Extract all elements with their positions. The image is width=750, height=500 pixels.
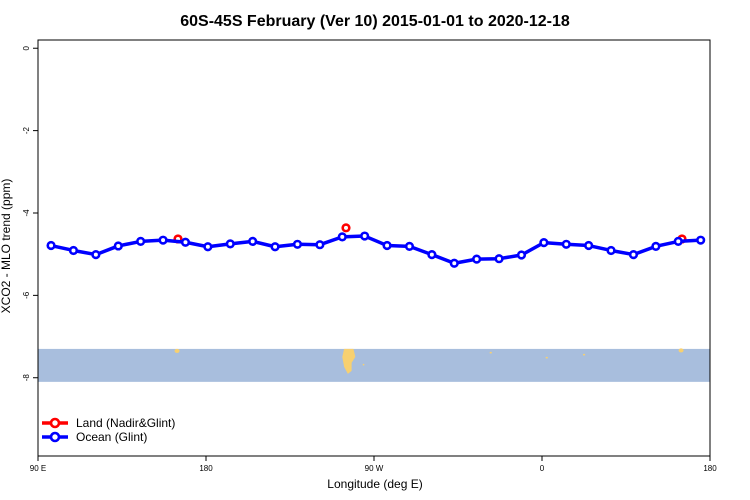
y-tick-label: -6 bbox=[22, 291, 31, 299]
ocean-point bbox=[673, 236, 683, 247]
x-tick-label: 180 bbox=[703, 464, 717, 473]
map-ocean-band bbox=[38, 348, 710, 382]
legend-marker bbox=[49, 417, 61, 429]
new-zealand-land bbox=[678, 348, 684, 353]
ocean-point bbox=[270, 242, 280, 252]
ocean-point bbox=[696, 235, 706, 245]
land-point bbox=[341, 223, 351, 233]
ocean-point bbox=[382, 240, 392, 251]
ocean-point bbox=[584, 240, 594, 251]
ocean-point bbox=[158, 235, 168, 245]
ocean-point bbox=[68, 245, 79, 256]
x-tick-label: 0 bbox=[540, 464, 545, 473]
new-zealand-land bbox=[174, 348, 180, 353]
x-tick-label: 90 W bbox=[365, 464, 384, 473]
ocean-point bbox=[315, 240, 325, 250]
ocean-point bbox=[606, 245, 616, 256]
legend-label: Land (Nadir&Glint) bbox=[76, 416, 175, 430]
y-tick-label: -2 bbox=[22, 127, 31, 135]
y-tick-label: -4 bbox=[22, 209, 31, 217]
ocean-point bbox=[494, 254, 504, 264]
ocean-point bbox=[292, 239, 303, 249]
legend: Land (Nadir&Glint)Ocean (Glint) bbox=[42, 416, 175, 444]
ocean-line bbox=[50, 234, 701, 265]
ocean-point bbox=[248, 236, 258, 247]
ocean-point bbox=[561, 239, 571, 249]
ocean-point bbox=[113, 241, 123, 251]
y-axis-label: XCO2 - MLO trend (ppm) bbox=[0, 179, 13, 314]
island-land bbox=[583, 353, 586, 356]
y-tick-label: -8 bbox=[22, 374, 31, 382]
ocean-point bbox=[337, 232, 347, 242]
ocean-point bbox=[472, 254, 482, 264]
legend-label: Ocean (Glint) bbox=[76, 430, 147, 444]
x-axis-label: Longitude (deg E) bbox=[327, 477, 422, 491]
island-land bbox=[489, 351, 492, 354]
ocean-point bbox=[360, 231, 370, 241]
ocean-point bbox=[46, 240, 56, 251]
ocean-point bbox=[203, 242, 213, 252]
ocean-point bbox=[628, 249, 639, 260]
series-1 bbox=[46, 231, 706, 268]
y-tick-label: 0 bbox=[22, 45, 31, 50]
south-america-land bbox=[342, 348, 356, 374]
x-tick-label: 90 E bbox=[30, 464, 46, 473]
ocean-point bbox=[91, 249, 101, 260]
ocean-point bbox=[449, 258, 459, 268]
ocean-point bbox=[180, 237, 191, 247]
ocean-point bbox=[539, 238, 549, 248]
ocean-point bbox=[404, 241, 415, 251]
ocean-point bbox=[516, 250, 527, 260]
legend-marker bbox=[49, 431, 61, 443]
ocean-point bbox=[651, 241, 661, 251]
ocean-point bbox=[427, 249, 437, 260]
map-land bbox=[174, 348, 684, 374]
x-tick-label: 180 bbox=[199, 464, 213, 473]
ocean-point bbox=[136, 236, 146, 247]
chart-title: 60S-45S February (Ver 10) 2015-01-01 to … bbox=[180, 13, 570, 30]
island-land bbox=[362, 363, 365, 366]
ocean-point bbox=[225, 239, 235, 249]
island-land bbox=[545, 356, 548, 359]
